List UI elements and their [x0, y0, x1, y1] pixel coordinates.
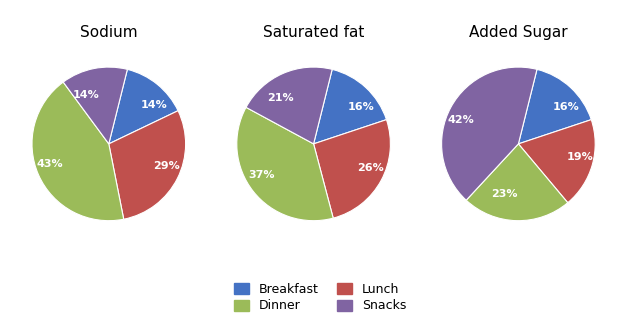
Wedge shape: [466, 144, 568, 221]
Wedge shape: [314, 120, 390, 218]
Text: 19%: 19%: [566, 152, 593, 163]
Wedge shape: [109, 69, 178, 144]
Wedge shape: [32, 82, 124, 221]
Wedge shape: [518, 120, 595, 203]
Wedge shape: [442, 67, 537, 200]
Wedge shape: [518, 69, 591, 144]
Wedge shape: [314, 69, 387, 144]
Title: Sodium: Sodium: [80, 25, 138, 40]
Title: Saturated fat: Saturated fat: [263, 25, 364, 40]
Wedge shape: [237, 107, 333, 221]
Text: 37%: 37%: [248, 170, 275, 180]
Text: 21%: 21%: [267, 93, 294, 103]
Legend: Breakfast, Dinner, Lunch, Snacks: Breakfast, Dinner, Lunch, Snacks: [228, 278, 412, 318]
Wedge shape: [246, 67, 332, 144]
Text: 26%: 26%: [358, 163, 384, 173]
Wedge shape: [63, 67, 127, 144]
Title: Added Sugar: Added Sugar: [469, 25, 568, 40]
Text: 14%: 14%: [140, 100, 167, 110]
Text: 42%: 42%: [448, 115, 474, 125]
Wedge shape: [109, 111, 186, 219]
Text: 16%: 16%: [552, 102, 579, 112]
Text: 23%: 23%: [491, 189, 517, 199]
Text: 43%: 43%: [36, 159, 63, 169]
Text: 16%: 16%: [348, 102, 374, 112]
Text: 29%: 29%: [154, 161, 180, 171]
Text: 14%: 14%: [72, 90, 99, 100]
